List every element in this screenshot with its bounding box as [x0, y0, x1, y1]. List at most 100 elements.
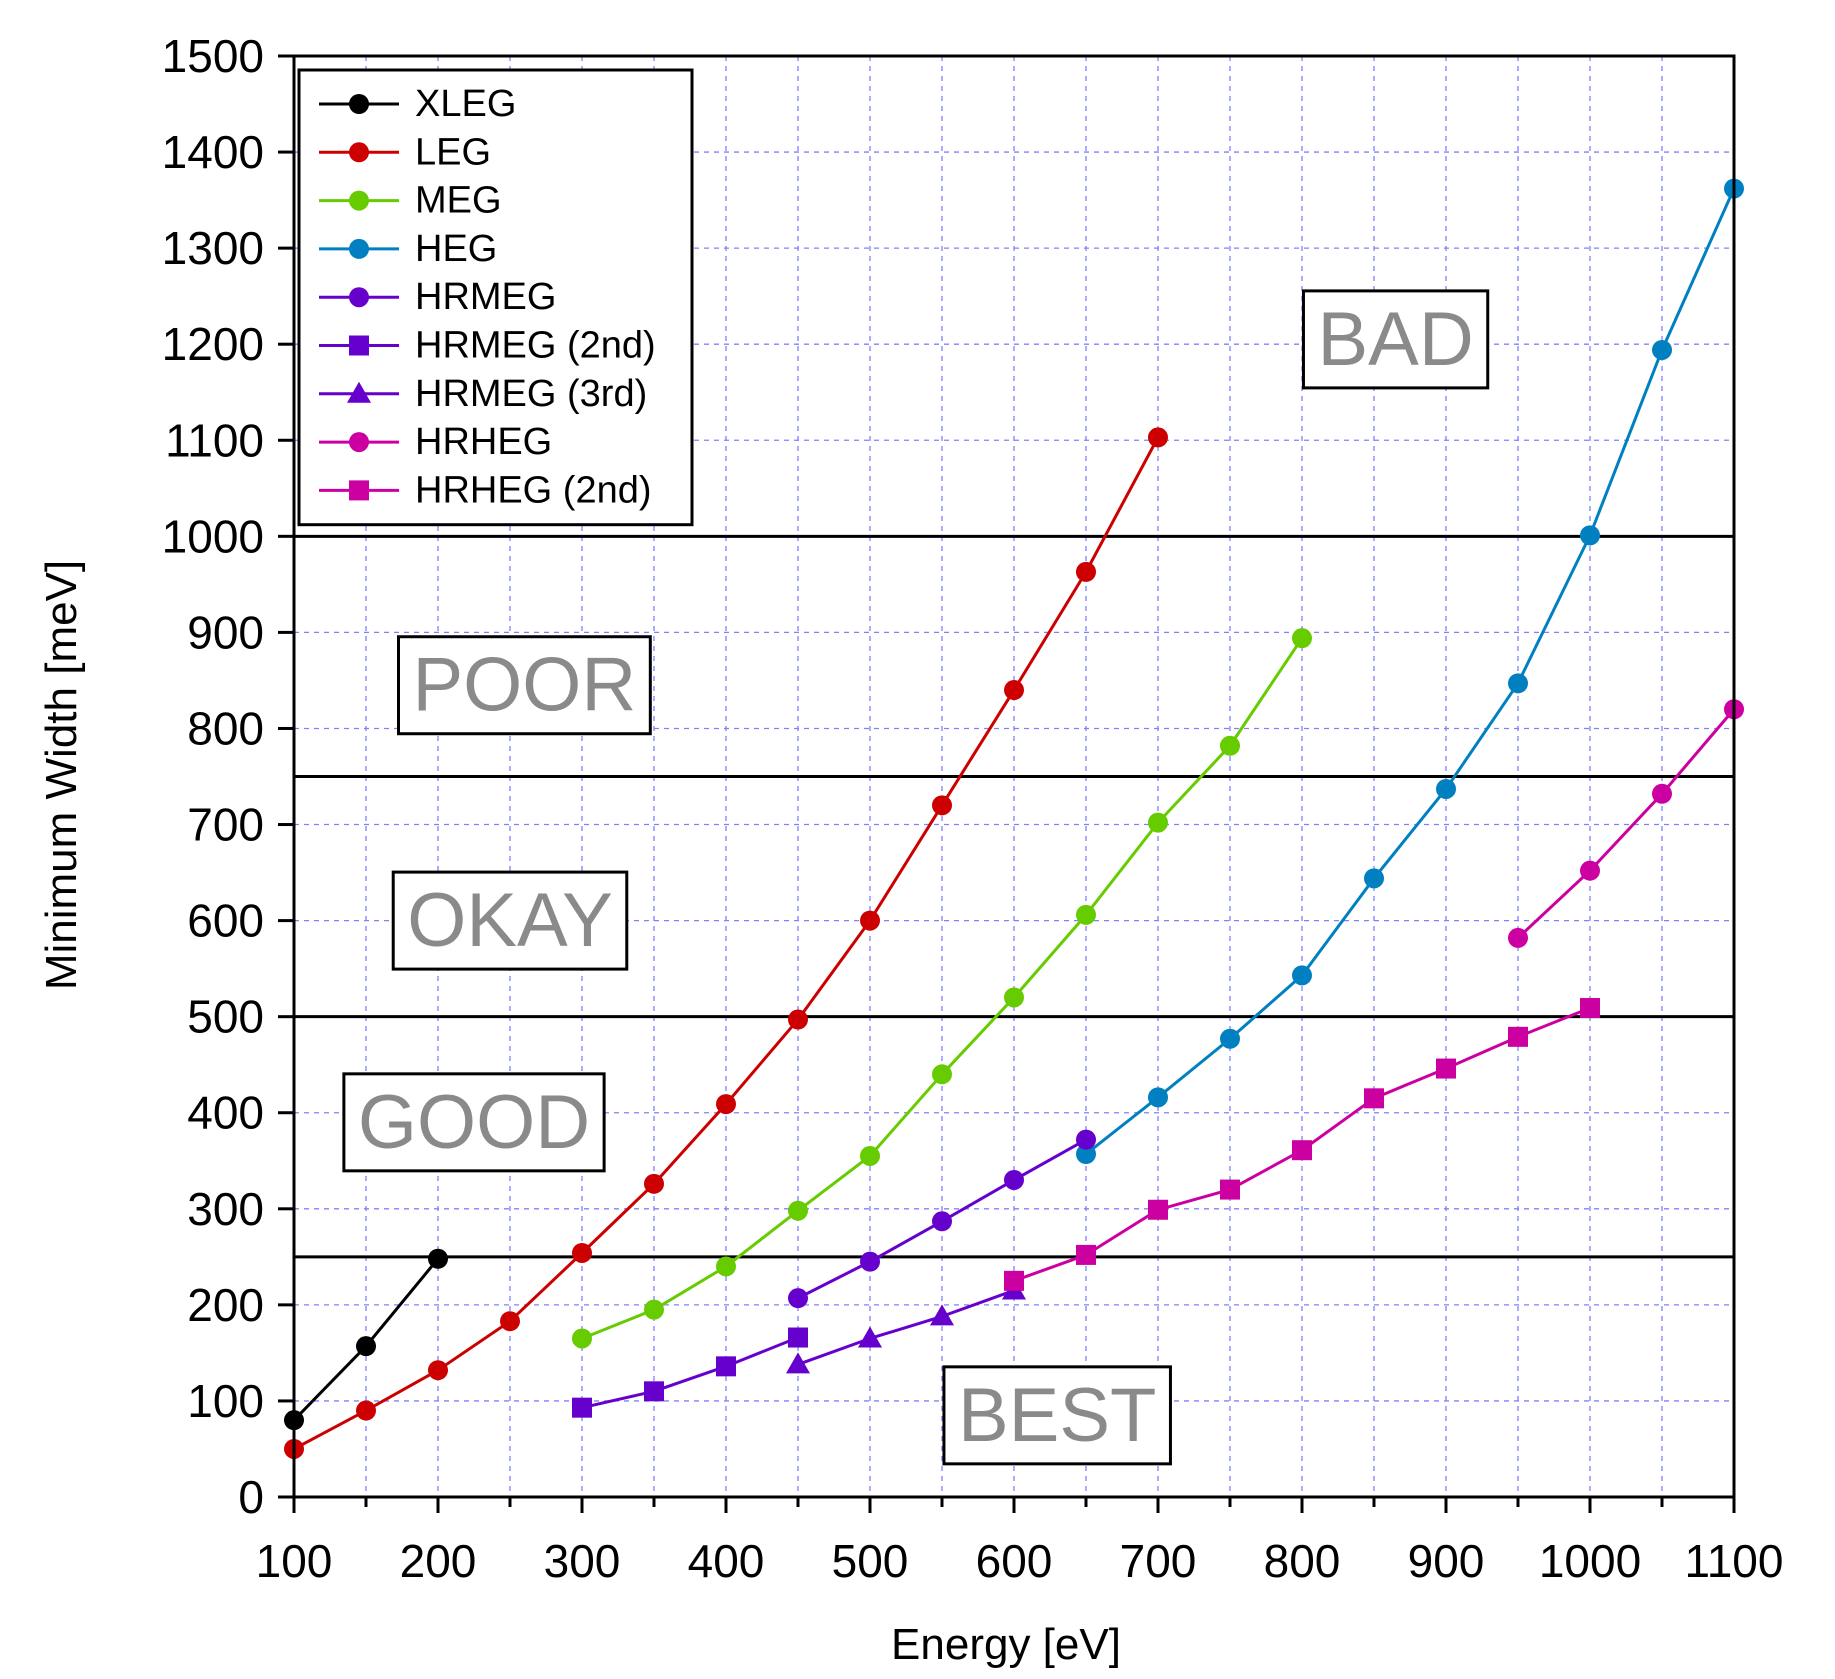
- zone-label-best: BEST: [942, 1365, 1172, 1466]
- data-point: [1220, 1028, 1240, 1049]
- data-point: [1436, 1058, 1456, 1079]
- data-point: [428, 1248, 448, 1269]
- axes: 100 200 300 400 500 600 700 800 900 1000 1100 0 100 2…: [162, 30, 1784, 1587]
- data-point: [788, 1009, 808, 1030]
- data-point: [1580, 998, 1600, 1019]
- zone-text: BEST: [958, 1373, 1157, 1458]
- x-tick-label: 1100: [1685, 1535, 1784, 1587]
- legend-swatch-marker: [349, 432, 369, 453]
- data-point: [788, 1327, 808, 1348]
- data-point: [1580, 860, 1600, 881]
- legend-label: XLEG: [415, 83, 516, 125]
- zone-label-good: GOOD: [342, 1072, 606, 1173]
- legend: XLEG LEG MEG HEG HRMEG HRMEG (2nd) HRMEG (3rd)…: [297, 68, 694, 527]
- data-point: [1364, 1088, 1384, 1109]
- y-tick-label: 400: [187, 1087, 264, 1139]
- zone-label-okay: OKAY: [391, 870, 629, 971]
- zone-text: GOOD: [358, 1080, 590, 1165]
- data-point: [1148, 1087, 1168, 1108]
- series-xleg: [284, 1248, 448, 1431]
- legend-swatch-marker: [349, 335, 369, 356]
- data-point: [1436, 778, 1456, 799]
- legend-swatch-marker: [349, 190, 369, 211]
- data-point: [356, 1336, 376, 1357]
- data-point: [860, 910, 880, 931]
- data-point: [1076, 561, 1096, 582]
- x-tick-label: 800: [1264, 1535, 1341, 1587]
- y-tick-label: 900: [187, 606, 264, 658]
- zone-box: [396, 635, 652, 736]
- legend-item-xleg: XLEG: [319, 83, 516, 125]
- y-tick-label: 500: [187, 991, 264, 1043]
- data-point: [1364, 868, 1384, 889]
- data-point: [860, 1251, 880, 1272]
- data-point: [858, 1326, 882, 1348]
- data-point: [930, 1304, 954, 1326]
- data-point: [500, 1311, 520, 1332]
- data-point: [428, 1360, 448, 1381]
- data-point: [1076, 904, 1096, 925]
- data-point: [1220, 1179, 1240, 1200]
- data-point: [932, 1211, 952, 1232]
- zone-box: [342, 1072, 606, 1173]
- data-point: [788, 1200, 808, 1221]
- data-point: [356, 1400, 376, 1421]
- series-meg: [572, 628, 1312, 1349]
- x-tick-label: 100: [256, 1535, 333, 1587]
- legend-label: HRMEG: [415, 276, 556, 318]
- data-point: [932, 1064, 952, 1085]
- data-point: [716, 1356, 736, 1377]
- data-point: [716, 1256, 736, 1277]
- x-tick-label: 300: [544, 1535, 621, 1587]
- legend-label: HRMEG (2nd): [415, 325, 656, 367]
- data-point: [1292, 965, 1312, 986]
- legend-label: LEG: [415, 131, 491, 173]
- x-tick-label: 200: [400, 1535, 477, 1587]
- zone-label-bad: BAD: [1301, 289, 1490, 390]
- data-point: [572, 1242, 592, 1263]
- threshold-layines: [294, 534, 1734, 1259]
- zone-text: BAD: [1317, 297, 1473, 382]
- data-point: [1220, 735, 1240, 756]
- data-point: [786, 1352, 810, 1374]
- y-tick-label: 100: [187, 1375, 264, 1427]
- series-hrmeg-2nd: [572, 1327, 808, 1418]
- data-point: [572, 1328, 592, 1349]
- data-point: [1148, 1199, 1168, 1220]
- series-hrheg: [1508, 699, 1744, 948]
- legend-swatch-marker: [347, 381, 371, 403]
- data-point: [1580, 525, 1600, 546]
- data-point: [572, 1397, 592, 1418]
- y-tick-label: 1000: [162, 510, 264, 562]
- x-tick-label: 500: [832, 1535, 909, 1587]
- zone-box: [942, 1365, 1172, 1466]
- x-tick-label: 900: [1408, 1535, 1485, 1587]
- data-point: [1076, 1144, 1096, 1165]
- series-line: [1085, 187, 1736, 1156]
- legend-label: HEG: [415, 228, 497, 270]
- y-tick-label: 1200: [162, 318, 264, 370]
- y-tick-label: 1300: [162, 222, 264, 274]
- data-point: [644, 1381, 664, 1402]
- series-hrheg-2nd: [1004, 998, 1600, 1291]
- data-point: [1004, 680, 1024, 701]
- legend-item-hrmeg-2nd: HRMEG (2nd): [319, 325, 656, 367]
- y-tick-label: 600: [187, 895, 264, 947]
- y-tick-label: 800: [187, 702, 264, 754]
- y-tick-label: 200: [187, 1279, 264, 1331]
- data-point: [1292, 1140, 1312, 1161]
- data-point: [1004, 1169, 1024, 1190]
- zone-text: POOR: [412, 643, 636, 728]
- y-tick-label: 1400: [162, 126, 264, 178]
- data-point: [1508, 927, 1528, 948]
- legend-item-leg: LEG: [319, 131, 491, 173]
- data-point: [1508, 1026, 1528, 1047]
- legend-swatch-marker: [349, 142, 369, 163]
- data-point: [1292, 628, 1312, 649]
- data-point: [932, 795, 952, 816]
- data-point: [1652, 783, 1672, 804]
- legend-label: HRMEG (3rd): [415, 373, 647, 415]
- legend-label: MEG: [415, 180, 502, 222]
- data-point: [788, 1288, 808, 1309]
